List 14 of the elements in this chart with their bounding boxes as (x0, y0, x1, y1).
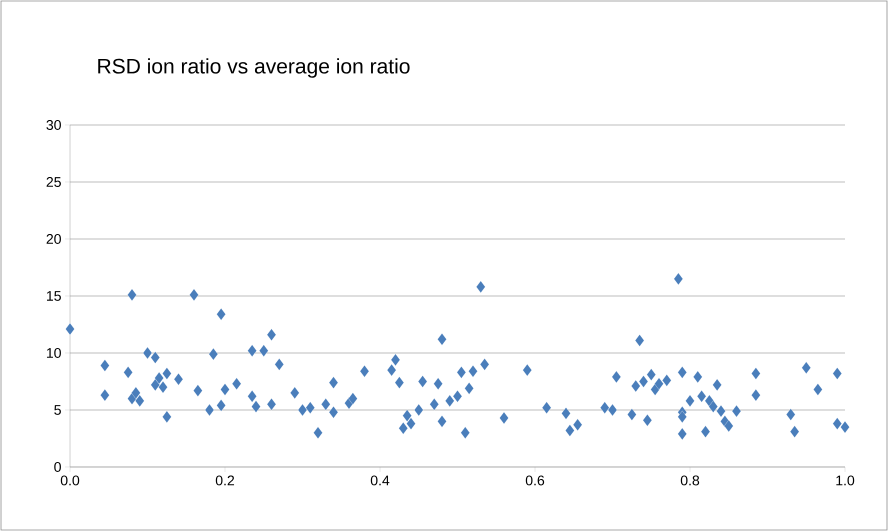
y-tick-label: 15 (46, 291, 61, 301)
y-tick-label: 0 (54, 462, 61, 472)
y-tick-label: 10 (46, 348, 61, 358)
y-tick-label: 30 (46, 120, 61, 130)
chart-title: RSD ion ratio vs average ion ratio (98, 58, 410, 78)
x-tick-label: 0.6 (526, 476, 544, 486)
x-tick-label: 0.4 (370, 476, 390, 486)
x-tick-label: 0.0 (60, 476, 80, 486)
x-tick-label: 0.8 (680, 476, 700, 486)
y-tick-label: 25 (46, 177, 61, 187)
x-tick-label: 1.0 (836, 476, 854, 486)
x-tick-label: 0.2 (216, 476, 234, 486)
y-tick-label: 5 (54, 405, 61, 415)
y-tick-label: 20 (46, 234, 61, 244)
